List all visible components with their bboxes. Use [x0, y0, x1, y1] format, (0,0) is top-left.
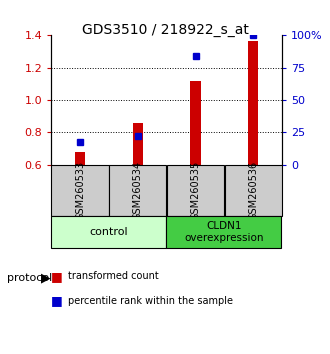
Text: ■: ■	[51, 270, 63, 282]
Bar	[190, 81, 201, 165]
Bar	[51, 216, 166, 248]
Bar	[167, 165, 224, 216]
Bar	[109, 165, 166, 216]
Text: GSM260533: GSM260533	[75, 161, 85, 220]
Bar	[248, 41, 258, 165]
Text: control: control	[89, 227, 128, 237]
Text: percentile rank within the sample: percentile rank within the sample	[68, 296, 233, 306]
Text: CLDN1
overexpression: CLDN1 overexpression	[185, 221, 264, 243]
Bar	[75, 152, 85, 165]
Bar	[51, 165, 109, 216]
Text: GDS3510 / 218922_s_at: GDS3510 / 218922_s_at	[82, 23, 248, 37]
Text: ▶: ▶	[41, 272, 51, 284]
Bar	[166, 216, 281, 248]
Text: GSM260534: GSM260534	[133, 161, 143, 220]
Text: GSM260535: GSM260535	[190, 161, 201, 220]
Text: GSM260536: GSM260536	[248, 161, 258, 220]
Text: ■: ■	[51, 295, 63, 307]
Bar	[133, 123, 143, 165]
Text: protocol: protocol	[7, 273, 52, 283]
Bar	[225, 165, 282, 216]
Text: transformed count: transformed count	[68, 271, 158, 281]
